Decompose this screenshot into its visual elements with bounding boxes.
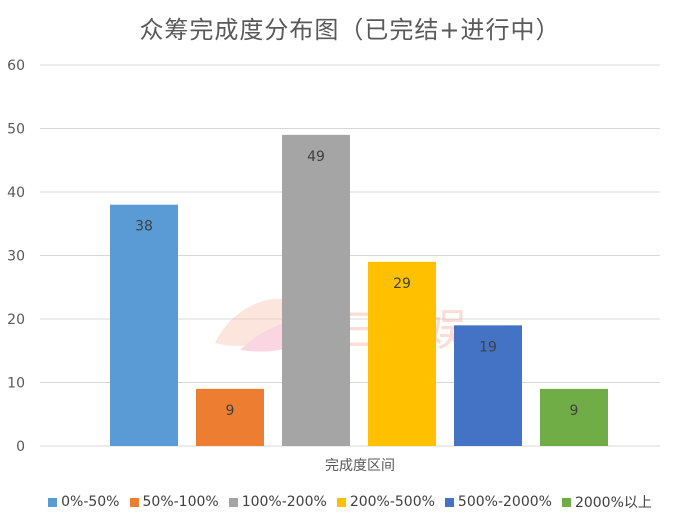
data-label-1: 9: [226, 403, 235, 419]
data-label-5: 9: [570, 403, 579, 419]
data-label-3: 29: [393, 276, 411, 292]
y-tick-label: 30: [7, 249, 25, 265]
legend-label: 100%-200%: [241, 494, 327, 510]
legend-item: 200%-500%: [336, 492, 435, 512]
bar-4: [454, 325, 522, 446]
legend-swatch: [444, 497, 454, 507]
legend-item: 100%-200%: [228, 492, 327, 512]
legend-item: 2000%以上: [561, 492, 652, 512]
bar-3: [368, 261, 436, 446]
legend-item: 500%-2000%: [444, 492, 552, 512]
bar-2: [282, 134, 350, 446]
legend: 0%-50% 50%-100% 100%-200% 200%-500% 500%-200…: [0, 492, 700, 512]
y-tick-label: 50: [7, 122, 25, 138]
y-tick-labels: 0 10 20 30 40 50 60: [7, 58, 25, 455]
y-tick-label: 0: [16, 439, 25, 455]
y-tick-label: 40: [7, 185, 25, 201]
chart-title: 众筹完成度分布图（已完结+进行中）: [139, 16, 561, 44]
legend-label: 0%-50%: [61, 494, 120, 510]
data-label-0: 38: [135, 219, 153, 235]
bar-1: [196, 388, 264, 446]
watermark-leaf-icon: [215, 298, 300, 347]
y-tick-label: 60: [7, 58, 25, 74]
legend-label: 2000%以上: [574, 495, 652, 511]
bar-5: [540, 388, 608, 446]
legend-item: 0%-50%: [48, 492, 120, 512]
legend-item: 50%-100%: [129, 492, 219, 512]
x-axis-label: 完成度区间: [325, 458, 395, 474]
bars: [110, 134, 608, 446]
bar-0: [110, 204, 178, 446]
data-label-4: 19: [479, 339, 497, 355]
legend-swatch: [129, 497, 139, 507]
y-tick-label: 20: [7, 312, 25, 328]
legend-swatch: [561, 497, 571, 507]
legend-label: 50%-100%: [142, 494, 219, 510]
data-label-2: 49: [307, 149, 325, 165]
data-labels: 38 9 49 29 19 9: [135, 149, 578, 419]
legend-label: 200%-500%: [349, 494, 435, 510]
legend-swatch: [228, 497, 238, 507]
legend-label: 500%-2000%: [457, 494, 552, 510]
legend-swatch: [48, 497, 58, 507]
y-tick-label: 10: [7, 376, 25, 392]
legend-swatch: [336, 497, 346, 507]
